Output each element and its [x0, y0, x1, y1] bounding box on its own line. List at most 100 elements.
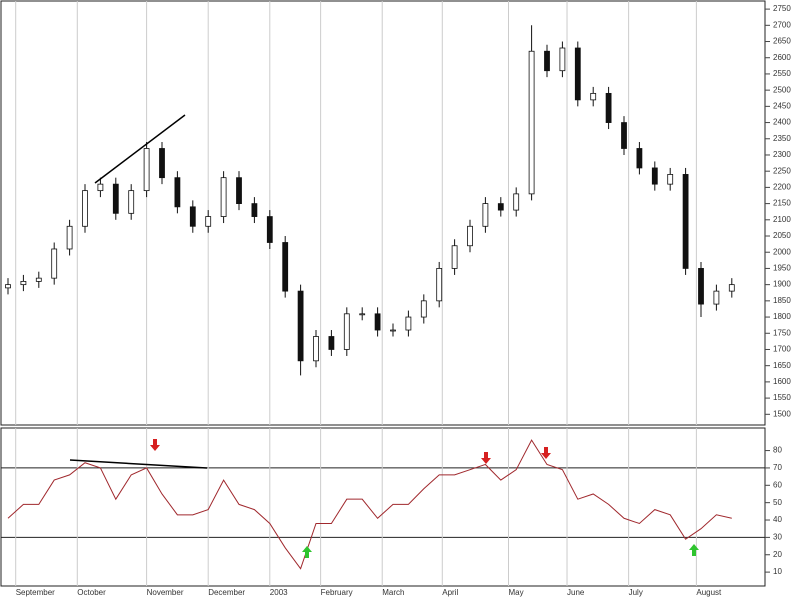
candle-body	[343, 313, 350, 350]
y-tick-label: 1850	[773, 296, 791, 305]
candle-body	[328, 336, 335, 350]
y-tick-label: 2750	[773, 4, 791, 13]
candle-body	[544, 50, 550, 72]
candle-body	[390, 329, 396, 332]
y-tick-label: 1800	[773, 312, 791, 321]
down-arrow	[541, 447, 551, 459]
up-arrow	[302, 546, 312, 558]
y-tick-label: 60	[773, 480, 782, 489]
candle-body	[713, 290, 720, 305]
y-tick-label: 2300	[773, 150, 791, 159]
y-tick-label: 2450	[773, 101, 791, 110]
candle-body	[482, 203, 489, 227]
price-trendline	[94, 114, 186, 184]
candle-body	[297, 290, 304, 362]
sell-arrows	[150, 439, 551, 464]
candle-body	[282, 242, 289, 292]
candle-body	[728, 284, 735, 292]
y-tick-label: 1500	[773, 409, 791, 418]
y-tick-label: 2550	[773, 69, 791, 78]
y-tick-label: 2650	[773, 37, 791, 46]
marks	[5, 25, 735, 570]
x-tick-label: December	[208, 588, 245, 597]
y-tick-label: 10	[773, 567, 782, 576]
candle-body	[236, 177, 242, 204]
candle-body	[97, 183, 104, 192]
y-tick-label: 1950	[773, 264, 791, 273]
candle-body	[35, 277, 42, 282]
x-tick-label: June	[567, 588, 585, 597]
candle-body	[420, 300, 427, 318]
y-tick-label: 1900	[773, 280, 791, 289]
y-tick-label: 2100	[773, 215, 791, 224]
y-tick-label: 40	[773, 515, 782, 524]
y-tick-label: 2350	[773, 134, 791, 143]
candle-body	[467, 225, 473, 247]
candle-body	[574, 47, 581, 101]
y-tick-label: 1650	[773, 361, 791, 370]
y-tick-label: 2500	[773, 85, 791, 94]
x-tick-label: September	[16, 588, 55, 597]
candle-body	[451, 245, 458, 269]
y-tick-label: 1550	[773, 393, 791, 402]
candle-body	[651, 167, 658, 185]
y-tick-label: 1750	[773, 328, 791, 337]
candle-body	[497, 203, 504, 211]
candle-body	[66, 225, 73, 250]
candle-body	[174, 177, 181, 208]
y-tick-label: 2250	[773, 166, 791, 175]
y-tick-label: 1700	[773, 345, 791, 354]
grid	[1, 1, 770, 586]
candle-body	[266, 216, 273, 243]
candle-body	[189, 206, 196, 227]
down-arrow	[481, 452, 491, 464]
x-tick-label: October	[77, 588, 106, 597]
y-tick-label: 20	[773, 550, 782, 559]
candle-body	[528, 50, 535, 195]
candle-body	[559, 47, 566, 72]
x-tick-label: 2003	[270, 588, 288, 597]
candle-body	[513, 193, 520, 211]
x-tick-label: March	[382, 588, 404, 597]
y-tick-label: 2150	[773, 199, 791, 208]
candle-body	[20, 280, 27, 286]
rsi-frame	[0, 427, 766, 587]
candle-body	[590, 92, 597, 101]
candle-body	[143, 148, 150, 192]
candle-body	[621, 122, 627, 149]
y-tick-label: 1600	[773, 377, 791, 386]
rsi-line	[7, 439, 732, 570]
down-arrow	[150, 439, 160, 451]
x-tick-label: November	[147, 588, 184, 597]
up-arrow	[689, 544, 699, 556]
candle-body	[359, 313, 366, 316]
price-frame	[0, 0, 766, 426]
candle-body	[636, 148, 643, 169]
candle-body	[667, 174, 674, 185]
y-tick-label: 2000	[773, 247, 791, 256]
y-tick-label: 2200	[773, 183, 791, 192]
y-tick-label: 2700	[773, 20, 791, 29]
candle-body	[313, 336, 319, 362]
buy-arrows	[302, 544, 699, 558]
candle-body	[51, 248, 58, 279]
candle-body	[374, 313, 381, 331]
y-tick-label: 30	[773, 532, 782, 541]
candle-body	[159, 148, 165, 179]
x-tick-label: August	[696, 588, 722, 597]
y-tick-label: 2050	[773, 231, 791, 240]
candle-body	[112, 183, 119, 214]
candle-body	[436, 268, 443, 302]
candle-body	[220, 177, 227, 217]
x-tick-label: May	[509, 588, 524, 597]
x-tick-label: April	[442, 588, 458, 597]
y-tick-label: 2400	[773, 118, 791, 127]
candle-body	[251, 203, 258, 217]
x-tick-label: February	[321, 588, 353, 597]
y-tick-label: 2600	[773, 53, 791, 62]
candle-body	[128, 190, 135, 214]
y-tick-label: 70	[773, 463, 782, 472]
y-tick-label: 80	[773, 446, 782, 455]
rsi-trendline	[69, 459, 208, 469]
